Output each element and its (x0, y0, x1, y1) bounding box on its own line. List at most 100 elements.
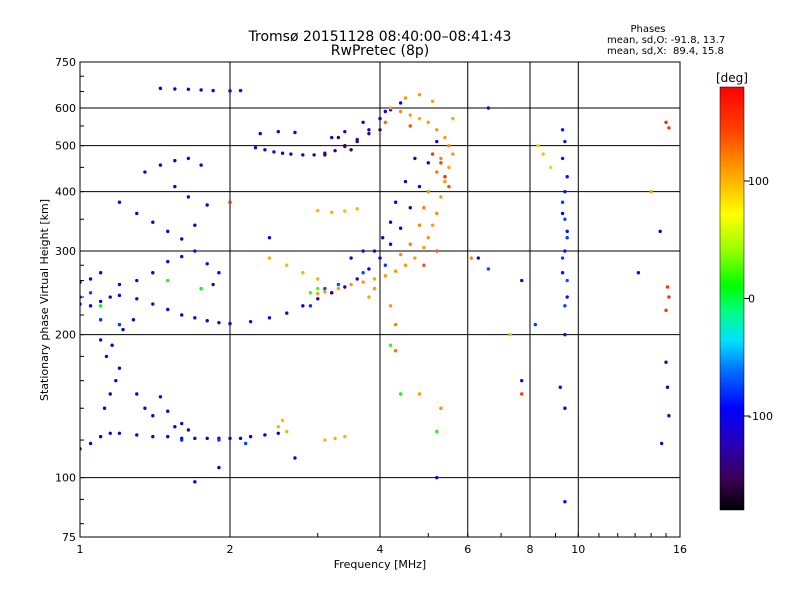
data-point-s5 (435, 429, 439, 434)
data-point-s0 (158, 86, 163, 91)
data-point-s4 (117, 322, 122, 327)
data-point-s4 (560, 200, 565, 204)
data-point-s1 (430, 223, 435, 227)
data-point-s3 (323, 153, 327, 157)
data-point-s0 (173, 158, 177, 163)
data-point-s0 (312, 153, 316, 157)
data-point-s0 (388, 220, 393, 224)
data-point-s0 (267, 316, 272, 320)
data-point-s1 (355, 207, 359, 211)
data-point-s0 (117, 293, 122, 298)
data-point-s0 (435, 139, 439, 144)
data-point-s4 (533, 322, 538, 327)
chart-title: Tromsø 20151128 08:40:00–08:41:43 (248, 29, 512, 45)
data-point-s0 (238, 436, 243, 441)
data-point-s1 (403, 263, 408, 267)
data-point-s0 (258, 131, 262, 136)
data-point-s0 (228, 321, 232, 326)
data-point-s0 (205, 262, 209, 266)
data-point-s2 (667, 126, 671, 130)
data-point-s0 (263, 433, 267, 437)
data-point-s0 (293, 130, 297, 135)
data-point-s1 (508, 332, 512, 337)
data-point-s0 (117, 282, 122, 287)
y-axis-label: Stationary phase Virtual Height [km] (38, 199, 51, 401)
data-point-s0 (199, 88, 203, 92)
data-point-s4 (336, 282, 341, 287)
x-tick-label: 4 (377, 543, 384, 556)
data-point-s1 (403, 96, 408, 100)
data-point-s0 (166, 434, 170, 439)
data-point-s3 (343, 143, 347, 148)
data-point-s0 (565, 229, 569, 234)
data-point-s0 (563, 139, 567, 144)
data-point-s0 (180, 237, 184, 241)
colorbar-tick-label: 0 (748, 293, 755, 306)
data-point-s0 (193, 249, 197, 253)
data-point-s0 (158, 163, 163, 167)
data-point-s5 (199, 286, 203, 291)
data-point-s2 (520, 392, 524, 396)
data-point-s0 (151, 271, 155, 275)
data-point-s0 (330, 135, 334, 140)
data-point-s4 (180, 438, 184, 442)
data-point-s5 (388, 343, 393, 347)
data-point-s5 (316, 286, 320, 291)
data-point-s0 (98, 434, 103, 439)
data-point-s1 (435, 211, 439, 216)
data-point-s0 (267, 236, 272, 240)
data-point-s4 (565, 236, 569, 240)
data-point-s1 (393, 269, 398, 273)
data-point-s1 (330, 210, 334, 214)
data-points (80, 86, 671, 504)
data-point-s0 (355, 277, 359, 281)
data-point-s0 (248, 434, 253, 439)
data-point-s0 (173, 87, 177, 91)
data-point-s0 (658, 229, 662, 234)
data-point-s0 (98, 338, 103, 342)
data-point-s0 (276, 129, 280, 134)
data-point-s0 (98, 299, 103, 304)
data-point-s0 (151, 434, 155, 439)
data-point-s0 (108, 392, 112, 396)
data-point-s0 (380, 236, 385, 240)
data-point-s1 (388, 304, 393, 308)
data-point-s3 (336, 135, 341, 140)
data-point-s2 (667, 295, 671, 299)
data-point-s0 (293, 456, 297, 460)
data-point-s1 (336, 286, 341, 291)
data-point-s0 (413, 156, 417, 161)
y-tick-label: 750 (55, 56, 76, 69)
data-point-s0 (121, 327, 125, 332)
data-point-s0 (205, 203, 209, 207)
data-point-s1 (469, 256, 474, 260)
data-point-s1 (649, 189, 653, 194)
data-point-s0 (108, 431, 112, 435)
data-point-s0 (180, 313, 184, 317)
data-point-s1 (361, 280, 365, 284)
data-point-s0 (217, 465, 221, 470)
data-point-s3 (378, 128, 382, 132)
data-point-s0 (131, 318, 136, 322)
data-point-s1 (451, 116, 455, 121)
data-point-s4 (308, 304, 313, 308)
data-point-s1 (430, 99, 435, 103)
x-axis-label: Frequency [MHz] (334, 558, 426, 571)
colorbar (719, 86, 745, 511)
data-point-s0 (563, 332, 567, 337)
info-heading: Phases (630, 24, 665, 35)
data-point-s1 (323, 290, 327, 294)
data-point-s0 (560, 211, 565, 216)
y-tick-label: 100 (55, 472, 76, 485)
data-point-s0 (135, 433, 139, 437)
data-point-s1 (417, 116, 422, 121)
data-point-s1 (426, 189, 430, 194)
data-point-s4 (563, 304, 567, 308)
data-point-s4 (560, 256, 565, 260)
data-point-s0 (151, 302, 155, 306)
data-point-s1 (439, 195, 443, 199)
colorbar-ticks: 100 0 -100 (744, 175, 773, 423)
data-point-s0 (289, 152, 293, 156)
data-point-s0 (435, 475, 439, 480)
data-point-s0 (248, 319, 253, 324)
